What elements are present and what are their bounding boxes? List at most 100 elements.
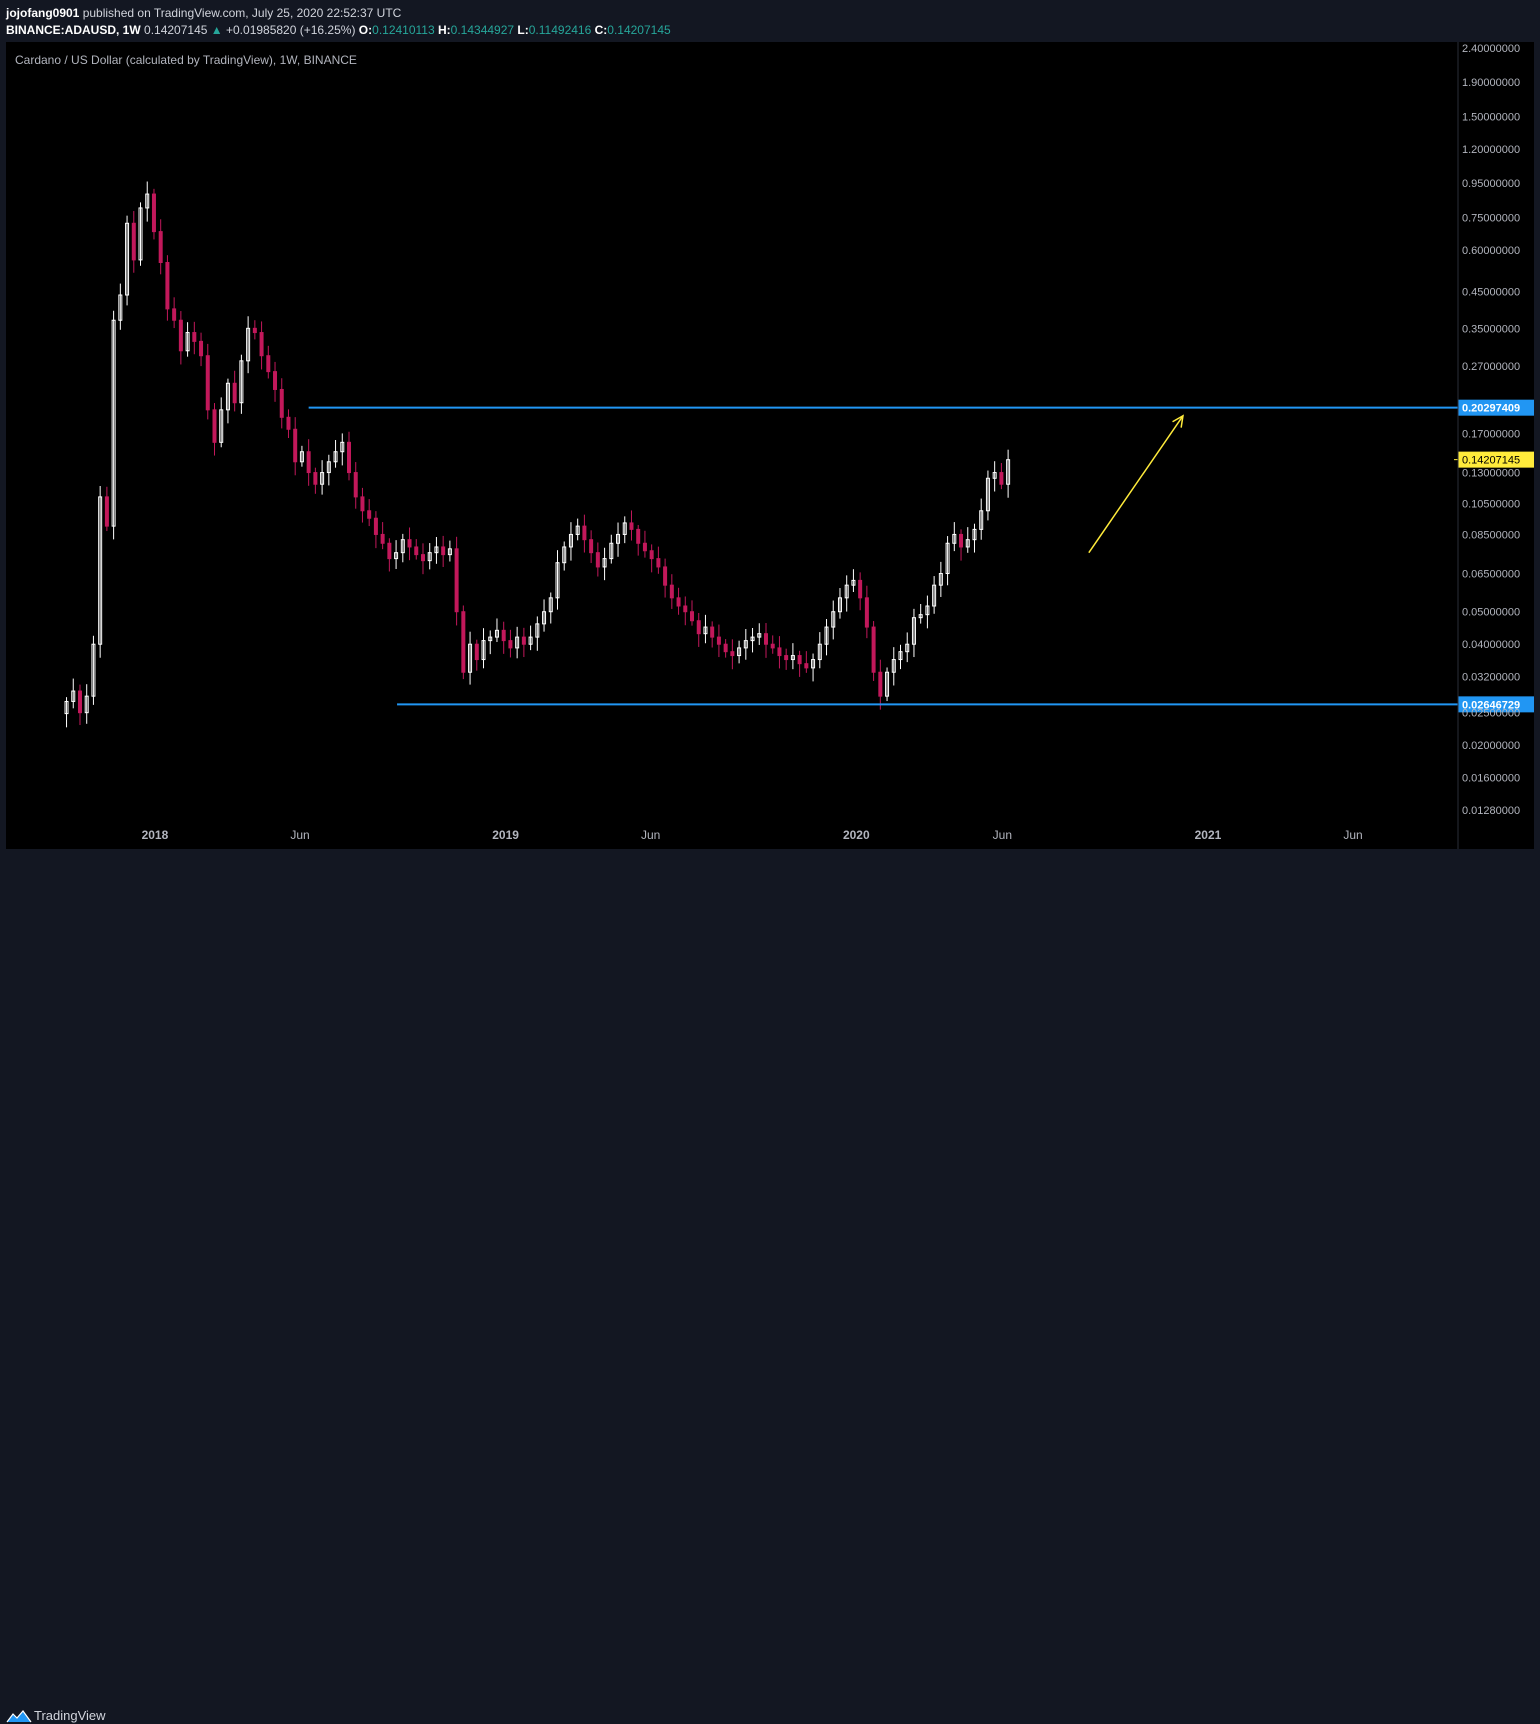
y-tick-label: 0.02500000 — [1462, 708, 1520, 720]
y-tick-label: 0.60000000 — [1462, 245, 1520, 257]
candle-up — [831, 611, 836, 628]
candle-up — [575, 525, 580, 535]
candle-up — [750, 636, 755, 642]
candle-up — [932, 584, 937, 607]
candle-down — [420, 554, 425, 562]
candle-up — [885, 671, 890, 697]
candle-down — [656, 558, 661, 568]
candles-layer — [64, 181, 1011, 728]
candle-up — [548, 597, 553, 613]
candle-down — [293, 428, 298, 463]
low-value: 0.11492416 — [528, 23, 592, 37]
candle-down — [676, 597, 681, 607]
arrow-head-icon — [1172, 414, 1184, 428]
candle-down — [273, 371, 278, 390]
candle-up — [400, 539, 405, 554]
y-tick-label: 0.04000000 — [1462, 639, 1520, 651]
candle-up — [118, 294, 123, 321]
candle-up — [985, 477, 990, 512]
low-label: L: — [517, 23, 529, 37]
candle-up — [905, 643, 910, 653]
candle-up — [515, 636, 520, 649]
candle-down — [629, 522, 634, 530]
candle-down — [649, 550, 654, 560]
y-tick-label: 1.20000000 — [1462, 144, 1520, 156]
hline-price-label-bg — [1458, 399, 1534, 416]
candle-up — [64, 700, 69, 715]
candle-down — [252, 327, 257, 334]
candle-up — [737, 647, 742, 657]
candle-down — [199, 340, 204, 357]
candle-down — [306, 451, 311, 474]
x-tick-label: 2021 — [1195, 828, 1222, 842]
candle-up — [562, 546, 567, 564]
high-value: 0.14344927 — [450, 23, 515, 37]
candle-up — [225, 382, 230, 411]
high-label: H: — [438, 23, 451, 37]
candle-up — [394, 552, 399, 560]
candle-up — [972, 528, 977, 541]
candle-down — [158, 231, 163, 264]
tradingview-brand[interactable]: TradingView — [34, 1708, 106, 1723]
candle-up — [239, 360, 244, 404]
candle-down — [367, 510, 372, 519]
y-tick-label: 0.45000000 — [1462, 287, 1520, 299]
hline-price-label: 0.02646729 — [1462, 699, 1520, 711]
chart-title: Cardano / US Dollar (calculated by Tradi… — [15, 53, 357, 67]
candle-down — [696, 620, 701, 635]
x-tick-label: Jun — [993, 828, 1012, 842]
y-tick-label: 0.13000000 — [1462, 468, 1520, 480]
candle-up — [488, 636, 493, 642]
candle-up — [992, 472, 997, 479]
candle-down — [716, 636, 721, 645]
chart-area[interactable]: Cardano / US Dollar (calculated by Tradi… — [6, 42, 1534, 849]
candle-up — [555, 562, 560, 599]
price-chart[interactable]: Cardano / US Dollar (calculated by Tradi… — [6, 42, 1534, 849]
publish-info: jojofang0901 published on TradingView.co… — [6, 6, 401, 20]
x-tick-label: 2018 — [142, 828, 169, 842]
candle-up — [837, 597, 842, 613]
candle-down — [858, 579, 863, 599]
last-price: 0.14207145 — [144, 23, 208, 37]
candle-up — [71, 690, 76, 702]
candle-up — [925, 605, 930, 616]
candle-up — [817, 643, 822, 661]
candle-down — [999, 472, 1004, 485]
candle-up — [844, 584, 849, 599]
candle-up — [185, 332, 190, 352]
price-axis[interactable]: 2.40000000 1.90000000 1.50000000 1.20000000… — [1457, 42, 1520, 849]
candle-up — [891, 659, 896, 673]
time-axis[interactable]: 2018 Jun 2019 Jun 2020 Jun 2021 Jun — [142, 828, 1363, 842]
price-change: +0.01985820 (+16.25%) — [226, 23, 356, 37]
candle-down — [313, 472, 318, 485]
x-tick-label: Jun — [1343, 828, 1362, 842]
y-tick-label: 0.27000000 — [1462, 361, 1520, 373]
candle-down — [582, 525, 587, 541]
candle-down — [871, 626, 876, 673]
symbol-label[interactable]: BINANCE:ADAUSD, 1W — [6, 23, 141, 37]
candle-down — [259, 332, 264, 357]
y-tick-label: 0.17000000 — [1462, 428, 1520, 440]
candle-up — [481, 640, 486, 661]
hline-price-label: 0.20297409 — [1462, 403, 1520, 415]
candle-up — [602, 558, 607, 568]
candle-down — [212, 409, 217, 443]
y-tick-label: 0.01280000 — [1462, 805, 1520, 817]
annotation-arrow-layer[interactable] — [1088, 414, 1184, 554]
horizontal-lines-layer[interactable]: 0.20297409 0.02646729 0.14207145 — [308, 399, 1534, 713]
candle-up — [790, 655, 795, 661]
candle-up — [427, 552, 432, 562]
y-tick-label: 0.35000000 — [1462, 323, 1520, 335]
symbol-info: BINANCE:ADAUSD, 1W 0.14207145 ▲ +0.01985… — [6, 23, 671, 37]
author-name[interactable]: jojofang0901 — [6, 6, 80, 20]
tradingview-logo-icon[interactable] — [6, 1708, 32, 1724]
candle-down — [770, 643, 775, 649]
candle-up — [447, 548, 452, 556]
candle-up — [326, 461, 331, 474]
candle-up — [468, 643, 473, 673]
candle-up — [320, 472, 325, 485]
candle-down — [763, 633, 768, 645]
candle-down — [279, 388, 284, 418]
candle-down — [683, 605, 688, 613]
candle-up — [91, 643, 96, 697]
